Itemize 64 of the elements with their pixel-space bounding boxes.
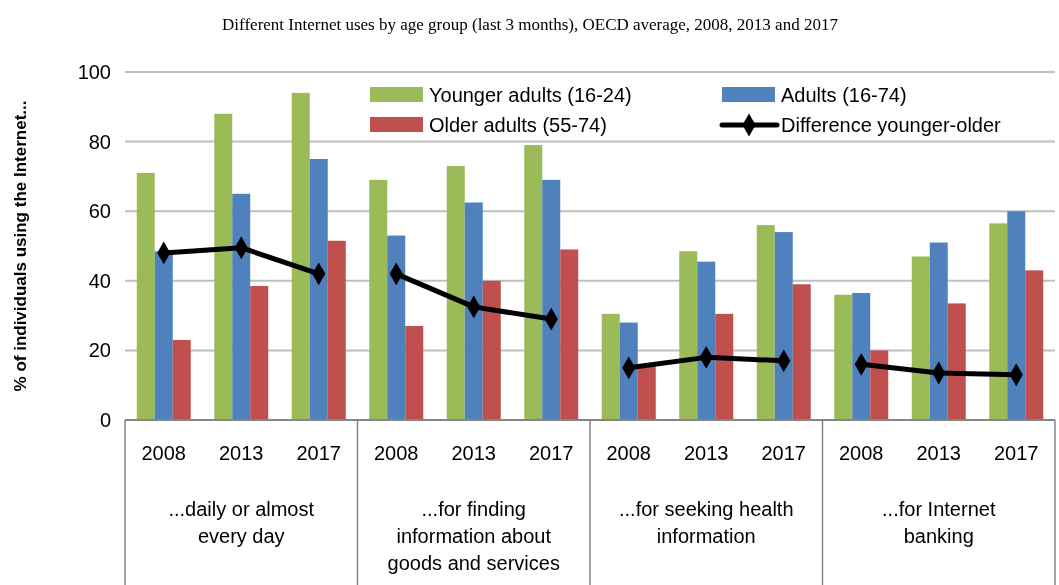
bar	[136, 172, 155, 420]
bar	[852, 292, 871, 420]
bar	[482, 280, 501, 420]
bar	[774, 232, 793, 420]
x-tick-label: 2017	[529, 442, 574, 464]
bar	[524, 145, 543, 420]
legend-label: Younger adults (16-24)	[429, 84, 632, 106]
bar	[637, 366, 656, 420]
x-tick-label: 2017	[296, 442, 341, 464]
bar	[870, 350, 889, 420]
bar	[911, 256, 930, 420]
bar	[697, 261, 716, 420]
bar	[172, 339, 191, 420]
x-tick-label: 2017	[994, 442, 1039, 464]
bar	[989, 223, 1008, 420]
bar	[715, 313, 734, 420]
bar	[1007, 211, 1026, 420]
y-tick-label: 0	[99, 409, 111, 431]
x-tick-label: 2013	[219, 442, 264, 464]
bar	[834, 294, 853, 420]
x-tick-label: 2008	[374, 442, 419, 464]
bar	[929, 242, 948, 420]
text: ...daily or almost every day	[168, 498, 315, 547]
x-tick-label: 2013	[451, 442, 496, 464]
bar	[309, 159, 328, 420]
bar	[542, 179, 561, 420]
bar	[756, 225, 775, 420]
x-tick-label: 2008	[141, 442, 186, 464]
x-tick-label: 2008	[839, 442, 884, 464]
bar	[369, 179, 388, 420]
bar	[679, 251, 698, 420]
bar	[464, 202, 483, 420]
bar	[327, 240, 346, 420]
bar	[1025, 270, 1044, 420]
y-tick-label: 80	[88, 130, 111, 153]
bar	[387, 235, 406, 420]
bar	[619, 322, 638, 420]
bar	[405, 326, 424, 420]
y-tick-label: 60	[88, 200, 111, 223]
text: ...for finding information about goods and services	[387, 498, 560, 574]
y-tick-label: 40	[88, 269, 111, 292]
legend-label: Difference younger-older	[781, 114, 1002, 136]
bar	[214, 113, 233, 420]
y-tick-label: 100	[77, 61, 111, 83]
x-tick-label: 2017	[761, 442, 806, 464]
x-tick-label: 2013	[684, 442, 729, 464]
legend-label: Older adults (55-74)	[429, 114, 607, 136]
bar	[446, 165, 465, 420]
bar	[232, 193, 251, 420]
x-tick-label: 2013	[916, 442, 961, 464]
y-tick-label: 20	[88, 339, 111, 362]
bar	[291, 92, 310, 420]
text: ...for Internet banking	[882, 498, 996, 547]
x-tick-label: 2008	[606, 442, 651, 464]
bar	[792, 284, 811, 420]
text: ...for seeking health information	[618, 498, 794, 547]
legend-label: Adults (16-74)	[781, 84, 907, 106]
bar	[154, 251, 173, 420]
y-axis-title: % of individuals using the Internet...	[11, 100, 30, 392]
chart-title: Different Internet uses by age group (last 3 months), OECD average, 2008, 2013 and 2017	[222, 15, 839, 34]
bar	[560, 249, 579, 420]
bar	[947, 303, 966, 420]
bar	[250, 286, 269, 420]
bar	[601, 313, 620, 420]
